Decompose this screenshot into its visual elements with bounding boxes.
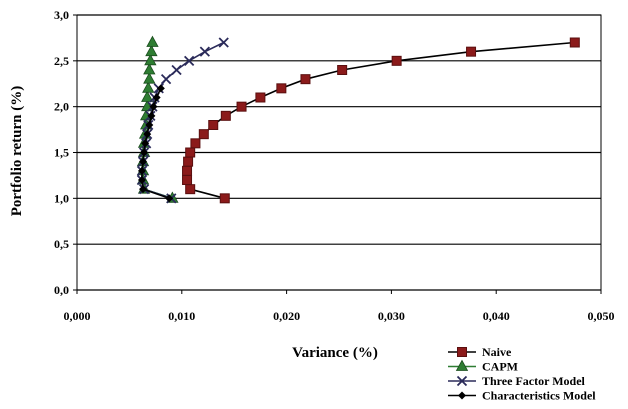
data-point — [145, 44, 158, 57]
data-point — [391, 55, 402, 66]
data-point — [255, 92, 266, 103]
legend-item: Three Factor Model — [448, 374, 586, 388]
legend-item: Naive — [448, 345, 512, 359]
data-point — [190, 138, 201, 149]
y-tick-label: 3,0 — [54, 8, 69, 22]
data-point — [160, 74, 172, 85]
series-characteristics-model — [137, 84, 174, 203]
y-tick-label: 1,0 — [54, 191, 69, 205]
y-tick-label: 2,5 — [54, 54, 69, 68]
legend-item: Characteristics Model — [448, 389, 596, 403]
data-point — [236, 101, 247, 112]
x-tick-label: 0,010 — [168, 309, 195, 323]
data-point — [144, 54, 157, 66]
data-point — [183, 55, 195, 66]
data-point — [152, 93, 161, 102]
data-point — [143, 72, 156, 84]
legend-label: Characteristics Model — [482, 389, 596, 403]
data-point — [140, 148, 149, 157]
data-point — [165, 194, 174, 203]
data-point — [141, 90, 154, 102]
data-point — [208, 120, 219, 130]
legend-item: CAPM — [448, 360, 518, 374]
data-point — [276, 83, 287, 94]
data-point — [143, 63, 156, 75]
legend-label: CAPM — [482, 360, 518, 374]
y-axis-ticks: 0,0 0,5 1,0 1,5 2,0 2,5 3,0 — [54, 8, 77, 297]
data-point — [137, 166, 146, 175]
x-tick-label: 0,040 — [483, 309, 510, 323]
x-tick-label: 0,030 — [378, 309, 405, 323]
data-point — [337, 65, 348, 75]
data-point — [466, 46, 477, 57]
data-point — [142, 81, 155, 93]
legend-marker — [455, 359, 469, 371]
x-tick-label: 0,000 — [64, 309, 91, 323]
data-point — [145, 121, 154, 129]
y-tick-label: 2,0 — [54, 100, 69, 114]
data-point — [300, 74, 311, 85]
x-axis-ticks: 0,000 0,010 0,020 0,030 0,040 0,050 — [64, 290, 615, 323]
data-point — [219, 193, 230, 204]
data-point — [183, 156, 194, 167]
data-point — [185, 147, 196, 158]
data-point — [149, 102, 158, 111]
series-naive — [182, 37, 580, 204]
legend-label: Three Factor Model — [482, 374, 586, 388]
legend-marker — [457, 347, 467, 357]
x-tick-label: 0,020 — [273, 309, 300, 323]
data-point — [171, 64, 182, 76]
y-tick-label: 1,5 — [54, 146, 69, 160]
data-point — [198, 129, 209, 140]
data-point — [182, 175, 193, 185]
series-layer — [136, 35, 580, 204]
legend-label: Naive — [482, 345, 512, 359]
gridlines — [77, 14, 601, 291]
legend-marker — [458, 391, 466, 400]
data-point — [141, 139, 150, 148]
data-point — [220, 110, 231, 121]
data-point — [139, 185, 148, 194]
y-tick-label: 0,0 — [54, 283, 69, 297]
data-point — [569, 37, 580, 48]
series-line — [186, 41, 575, 200]
data-point — [139, 157, 148, 166]
data-point — [137, 176, 146, 184]
y-axis-title: Portfolio return (%) — [9, 86, 25, 217]
data-point — [185, 184, 196, 195]
legend-marker — [456, 375, 468, 387]
data-point — [182, 165, 193, 176]
data-point — [143, 130, 152, 139]
data-point — [218, 37, 229, 48]
x-axis-title: Variance (%) — [292, 345, 378, 361]
y-tick-label: 0,5 — [54, 237, 69, 251]
data-point — [199, 46, 210, 57]
data-point — [146, 35, 159, 47]
data-point — [147, 111, 156, 120]
data-point — [156, 84, 165, 93]
x-tick-label: 0,050 — [588, 309, 615, 323]
